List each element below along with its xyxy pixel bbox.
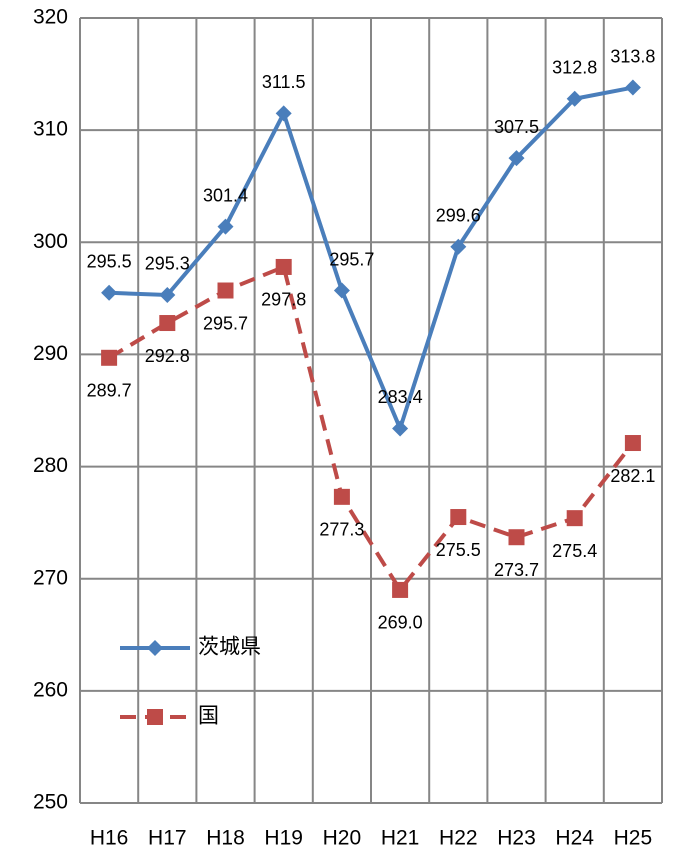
data-point xyxy=(217,282,234,299)
data-label: 297.8 xyxy=(261,290,306,310)
y-tick-label: 250 xyxy=(33,791,68,814)
data-label: 292.8 xyxy=(145,346,190,366)
data-label: 269.0 xyxy=(378,613,423,633)
data-label: 275.4 xyxy=(552,541,597,561)
data-label: 311.5 xyxy=(262,72,306,92)
x-tick-label: H19 xyxy=(264,827,303,850)
series-line xyxy=(108,264,635,594)
data-point xyxy=(624,79,641,96)
data-point xyxy=(217,218,234,235)
data-point xyxy=(450,238,467,255)
data-label: 295.7 xyxy=(329,249,374,269)
y-tick-label: 320 xyxy=(33,6,68,29)
data-label: 313.8 xyxy=(610,46,655,66)
series-line xyxy=(109,85,634,435)
data-label: 275.5 xyxy=(436,540,481,560)
y-tick-label: 290 xyxy=(33,342,68,365)
x-tick-label: H18 xyxy=(206,827,245,850)
data-point xyxy=(508,150,525,167)
x-tick-label: H20 xyxy=(323,827,362,850)
data-point xyxy=(275,258,292,275)
y-tick-label: 270 xyxy=(33,566,68,589)
data-label: 295.7 xyxy=(203,313,248,333)
y-tick-label: 260 xyxy=(33,678,68,701)
legend-marker xyxy=(147,709,163,725)
y-tick-label: 310 xyxy=(33,118,68,141)
data-label: 307.5 xyxy=(494,117,539,137)
data-label: 299.6 xyxy=(436,206,481,226)
data-point xyxy=(392,420,409,437)
data-point xyxy=(333,282,350,299)
data-label: 301.4 xyxy=(203,185,248,205)
x-tick-label: H16 xyxy=(90,827,129,850)
legend-label: 茨城県 xyxy=(198,636,261,659)
data-point xyxy=(101,284,118,301)
data-point xyxy=(624,435,641,452)
data-point xyxy=(566,510,583,527)
x-tick-label: H22 xyxy=(439,827,478,850)
data-label: 282.1 xyxy=(610,466,655,486)
x-tick-label: H21 xyxy=(381,827,420,850)
data-point xyxy=(450,509,467,526)
x-tick-label: H25 xyxy=(614,827,653,850)
data-label: 295.3 xyxy=(145,254,190,274)
data-point xyxy=(508,529,525,546)
legend-marker xyxy=(147,640,163,656)
data-label: 312.8 xyxy=(552,57,597,77)
x-tick-label: H17 xyxy=(148,827,187,850)
x-tick-label: H23 xyxy=(497,827,536,850)
data-label: 277.3 xyxy=(319,520,364,540)
data-point xyxy=(566,90,583,107)
x-tick-label: H24 xyxy=(555,827,594,850)
legend-label: 国 xyxy=(198,705,219,728)
y-tick-label: 280 xyxy=(33,454,68,477)
data-point xyxy=(392,581,409,598)
data-point xyxy=(333,488,350,505)
data-point xyxy=(101,349,118,366)
data-point xyxy=(275,105,292,122)
data-label: 289.7 xyxy=(87,381,132,401)
y-tick-label: 300 xyxy=(33,230,68,253)
data-label: 283.4 xyxy=(378,387,423,407)
data-point xyxy=(159,315,176,332)
data-label: 273.7 xyxy=(494,560,539,580)
data-point xyxy=(159,286,176,303)
data-label: 295.5 xyxy=(87,252,132,272)
